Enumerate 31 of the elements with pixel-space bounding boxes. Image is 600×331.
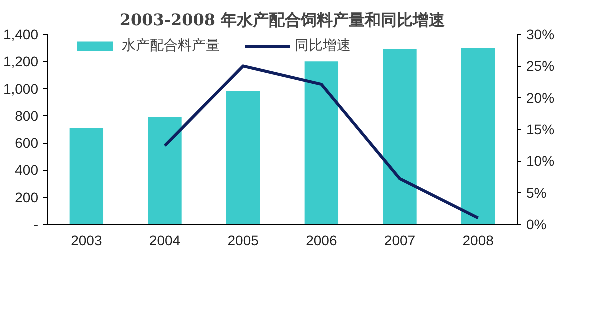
y2-tick-label: 25%	[526, 58, 555, 74]
legend-label: 同比增速	[295, 37, 351, 55]
y2-tick-label: 10%	[526, 153, 555, 170]
bar	[70, 128, 104, 224]
y2-tick-label: 30%	[526, 26, 555, 42]
chart-title: 2003-2008 年水产配合饲料产量和同比增速	[120, 10, 446, 30]
y-tick-label: 400	[15, 162, 39, 178]
y-tick-label: 200	[15, 189, 39, 206]
y-tick-label: 1,200	[3, 54, 39, 70]
y2-tick-label: 20%	[526, 90, 555, 106]
bar	[304, 62, 339, 224]
y-tick-label: 800	[15, 108, 39, 124]
bar	[461, 48, 496, 224]
x-tick-label: 2005	[228, 232, 260, 248]
y-tick-label: 600	[15, 135, 39, 152]
x-tick-label: 2007	[384, 232, 416, 248]
y-tick-label: 1,400	[3, 26, 39, 42]
bar	[383, 49, 417, 224]
y-tick-label: 1,000	[3, 80, 39, 97]
legend-label: 水产配合料产量	[122, 37, 220, 55]
x-tick-label: 2003	[71, 232, 102, 248]
y2-tick-label: 5%	[526, 184, 547, 201]
x-tick-label: 2006	[306, 232, 338, 248]
y2-tick-label: 15%	[526, 122, 555, 138]
y-tick-label: -	[34, 216, 39, 232]
bar	[226, 92, 260, 224]
bar	[148, 117, 182, 224]
line-series	[164, 64, 480, 220]
x-tick-label: 2004	[149, 232, 181, 248]
x-tick-label: 2008	[462, 232, 494, 248]
y2-tick-label: 0%	[526, 216, 547, 232]
